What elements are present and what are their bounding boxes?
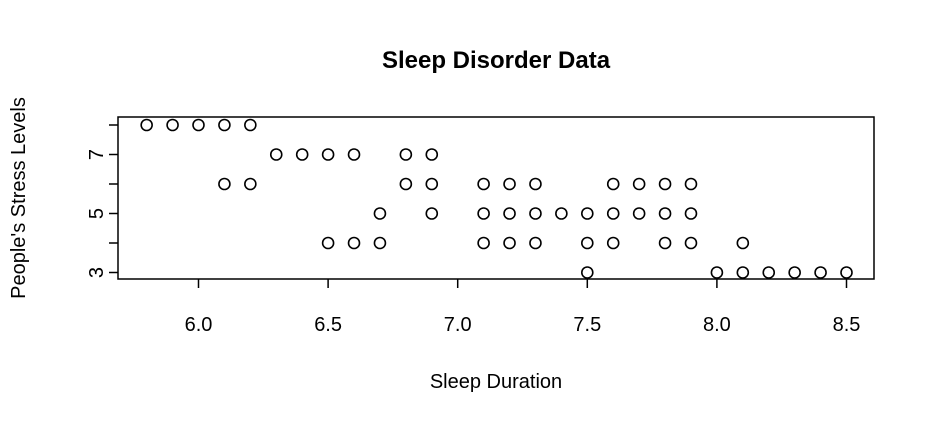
data-point: [529, 207, 542, 220]
data-point: [555, 207, 568, 220]
data-point: [399, 148, 413, 161]
data-point: [477, 177, 490, 191]
y-axis-label: People's Stress Levels: [8, 97, 30, 299]
data-point: [425, 177, 439, 191]
data-point: [658, 177, 672, 191]
y-axis: 3 5 7: [86, 124, 118, 278]
data-point: [814, 266, 827, 279]
data-points: [140, 118, 853, 279]
data-point: [684, 207, 698, 220]
data-point: [529, 177, 542, 191]
data-point: [347, 236, 361, 250]
data-point: [166, 118, 179, 132]
data-point: [295, 148, 309, 161]
data-point: [606, 177, 620, 191]
x-tick-label: 7.0: [444, 314, 472, 336]
data-point: [321, 148, 335, 161]
y-tick-label: 7: [86, 149, 108, 160]
data-point: [140, 118, 153, 132]
data-point: [244, 118, 257, 132]
x-tick-label: 6.5: [314, 314, 342, 336]
data-point: [321, 236, 335, 250]
data-point: [658, 236, 672, 250]
data-point: [529, 236, 542, 250]
data-point: [477, 207, 490, 220]
data-point: [425, 207, 439, 220]
x-tick-label: 8.5: [833, 314, 861, 336]
data-point: [632, 207, 646, 220]
data-point: [736, 236, 750, 250]
data-point: [736, 266, 750, 279]
data-point: [684, 177, 698, 191]
data-point: [503, 236, 516, 250]
plot-frame: [117, 116, 875, 280]
data-point: [762, 266, 776, 279]
data-point: [710, 266, 724, 279]
data-point: [373, 207, 387, 220]
data-point: [218, 118, 231, 132]
data-point: [580, 236, 594, 250]
x-axis-label: Sleep Duration: [430, 371, 562, 393]
data-point: [658, 207, 672, 220]
y-tick-label: 5: [86, 208, 108, 219]
data-point: [503, 177, 516, 191]
x-tick-label: 6.0: [185, 314, 213, 336]
chart-title: Sleep Disorder Data: [382, 47, 611, 74]
data-point: [684, 236, 698, 250]
data-point: [399, 177, 413, 191]
data-point: [503, 207, 516, 220]
x-tick-label: 7.5: [573, 314, 601, 336]
x-tick-label: 8.0: [703, 314, 731, 336]
x-axis: 6.0 6.5 7.0 7.5 8.0 8.5: [185, 279, 861, 336]
data-point: [425, 148, 439, 161]
data-point: [373, 236, 387, 250]
data-point: [218, 177, 231, 191]
data-point: [192, 118, 205, 132]
data-point: [244, 177, 257, 191]
data-point: [347, 148, 361, 161]
data-point: [269, 148, 283, 161]
data-point: [580, 207, 594, 220]
data-point: [580, 266, 594, 279]
data-point: [840, 266, 853, 279]
data-point: [477, 236, 490, 250]
data-point: [632, 177, 646, 191]
data-point: [606, 236, 620, 250]
y-tick-label: 3: [86, 267, 108, 278]
data-point: [788, 266, 801, 279]
data-point: [606, 207, 620, 220]
